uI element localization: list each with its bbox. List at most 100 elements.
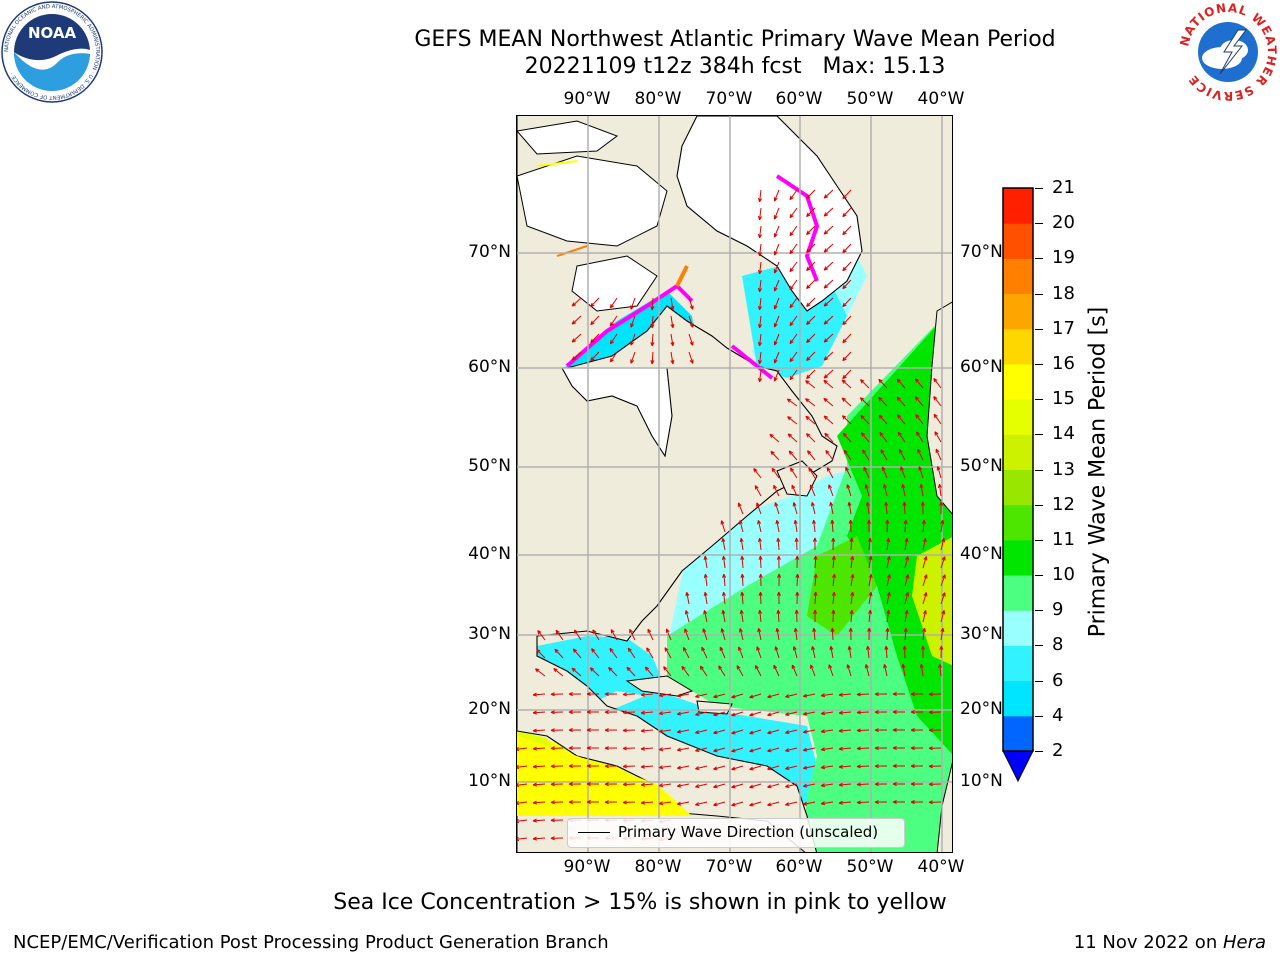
wave-arrow (713, 783, 726, 789)
wave-arrow (878, 414, 888, 425)
wave-arrow (845, 466, 852, 479)
colorbar-segment (1003, 575, 1033, 611)
wave-arrow (928, 692, 942, 697)
wave-arrow (794, 537, 799, 551)
wave-arrow (789, 333, 798, 345)
wave-arrow (850, 591, 855, 605)
wave-arrow (517, 747, 528, 752)
wave-arrow (773, 484, 780, 497)
wave-arrow (609, 647, 618, 659)
wave-arrow (802, 711, 816, 716)
wave-arrow (630, 333, 636, 346)
wave-arrow (640, 728, 654, 733)
wave-arrow (676, 711, 690, 716)
wave-arrow (622, 710, 636, 715)
wave-arrow (922, 592, 928, 605)
wave-arrow (806, 243, 816, 253)
wave-arrow (848, 519, 853, 533)
wave-arrow (933, 377, 942, 389)
colorbar-tick-mark (1035, 223, 1043, 225)
wave-arrow (811, 646, 816, 659)
wave-arrow (550, 782, 564, 787)
wave-arrow (589, 667, 600, 677)
wave-arrow (532, 782, 546, 787)
wave-arrow (609, 315, 618, 327)
lat-tick-right: 20°N (960, 699, 1003, 719)
wave-arrow (868, 555, 873, 569)
wave-arrow (794, 609, 799, 623)
wave-arrow (823, 333, 834, 343)
wave-arrow (658, 693, 672, 698)
colorbar-segment (1003, 469, 1033, 506)
colorbar-segment (1003, 258, 1033, 295)
wave-arrow (910, 764, 924, 769)
wave-arrow (767, 765, 780, 771)
colorbar-segment (1003, 645, 1033, 682)
wave-arrow (791, 484, 798, 497)
wave-arrow (901, 663, 906, 677)
wave-arrow (676, 783, 690, 788)
wave-arrow (922, 556, 928, 569)
wave-arrow (820, 693, 834, 698)
wave-arrow (935, 448, 942, 461)
colorbar-tick-mark (1035, 751, 1043, 752)
wave-arrow (670, 333, 675, 347)
colorbar-label: Primary Wave Mean Period [s] (1085, 306, 1111, 638)
wave-arrow (586, 709, 600, 715)
wave-arrow (702, 628, 708, 641)
wave-arrow (904, 609, 909, 623)
wave-arrow (805, 380, 816, 389)
wave-arrow (757, 207, 762, 221)
wave-arrow (842, 225, 852, 236)
wave-arrow (646, 647, 654, 659)
wave-arrow (903, 519, 908, 533)
wave-arrow (553, 667, 564, 677)
wave-arrow (757, 315, 762, 329)
colorbar-tick-label: 4 (1052, 704, 1064, 726)
wave-arrow (838, 764, 852, 769)
wave-arrow (806, 333, 816, 343)
wave-arrow (846, 484, 852, 497)
wave-arrow (622, 746, 636, 751)
wave-arrow (867, 537, 872, 551)
wave-arrow (813, 609, 818, 623)
wave-arrow (695, 729, 708, 734)
wave-arrow (590, 315, 600, 326)
colorbar-tick-label: 8 (1052, 634, 1064, 656)
colorbar-tick-label: 9 (1052, 599, 1064, 621)
lon-tick-bottom: 90°W (563, 857, 611, 877)
wave-arrow (749, 711, 762, 717)
colorbar-segment (1003, 223, 1033, 259)
wave-arrow (838, 746, 852, 751)
wave-arrow (856, 764, 870, 769)
wave-arrow (823, 297, 834, 307)
wave-arrow (904, 574, 910, 587)
wave-arrow (883, 484, 888, 497)
wave-arrow (703, 591, 708, 605)
wave-arrow (787, 416, 798, 425)
wave-arrow (684, 628, 690, 641)
wave-arrow (831, 537, 836, 551)
wave-arrow (828, 664, 834, 677)
wave-arrow (928, 782, 942, 787)
colorbar-tick-label: 15 (1052, 388, 1075, 410)
wave-arrow (933, 396, 942, 407)
wave-arrow (901, 483, 906, 497)
wave-arrow (622, 728, 636, 733)
wave-arrow (838, 782, 852, 787)
wave-arrow (830, 627, 835, 641)
wave-arrow (910, 800, 924, 805)
wave-arrow (758, 609, 763, 623)
wave-arrow (650, 333, 655, 347)
wave-arrow (789, 225, 798, 237)
lat-tick-left: 10°N (468, 771, 511, 791)
wave-arrow (862, 449, 870, 461)
wave-arrow (722, 573, 727, 587)
wave-arrow (886, 574, 891, 587)
wave-arrow (823, 207, 834, 217)
wave-arrow (721, 555, 726, 569)
wave-arrow (874, 746, 888, 751)
wave-arrow (842, 369, 852, 380)
wave-arrow (937, 483, 942, 497)
wave-arrow (866, 519, 872, 533)
